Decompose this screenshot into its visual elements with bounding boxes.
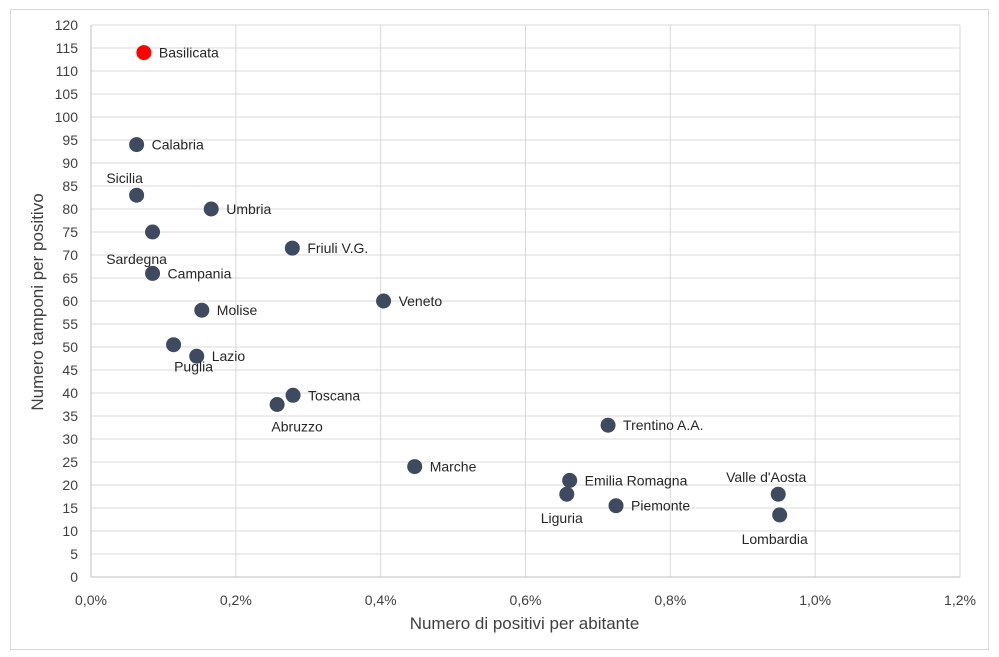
data-point (166, 337, 182, 353)
y-tick-label: 105 (55, 86, 79, 102)
y-tick-labels: 0 5 10 15 20 25 30 35 40 45 50 55 60 65 70 75 80 85 90 95 10… (55, 17, 79, 585)
data-point (770, 486, 786, 502)
data-point (376, 293, 392, 309)
point-label: Calabria (152, 137, 204, 153)
data-points (129, 45, 788, 523)
y-tick-label: 40 (62, 385, 78, 401)
y-tick-label: 70 (62, 247, 78, 263)
y-tick-label: 10 (62, 523, 78, 539)
data-point (129, 187, 145, 203)
y-tick-label: 100 (55, 109, 79, 125)
data-point (136, 45, 152, 61)
point-label: Marche (430, 459, 477, 475)
x-tick-label: 0,8% (654, 592, 686, 608)
y-tick-label: 5 (70, 546, 78, 562)
data-point (562, 472, 578, 488)
data-point (203, 201, 219, 217)
point-label: Puglia (174, 359, 213, 375)
y-tick-label: 65 (62, 270, 78, 286)
y-axis-title: Numero tamponi per positivo (28, 193, 47, 410)
point-label: Valle d'Aosta (726, 469, 806, 485)
point-label: Basilicata (159, 45, 219, 61)
data-point (194, 302, 210, 318)
data-point (189, 348, 205, 364)
y-tick-label: 50 (62, 339, 78, 355)
point-label: Sardegna (106, 251, 167, 267)
point-label: Toscana (308, 387, 360, 403)
point-label: Abruzzo (271, 419, 323, 435)
y-tick-label: 0 (70, 569, 78, 585)
y-tick-label: 110 (56, 63, 79, 79)
y-tick-label: 85 (62, 178, 78, 194)
x-tick-label: 0,4% (365, 592, 397, 608)
point-label: Molise (217, 302, 258, 318)
point-label: Liguria (541, 510, 583, 526)
data-point (772, 507, 788, 523)
point-label: Sicilia (106, 170, 143, 186)
x-tick-label: 0,0% (75, 592, 107, 608)
data-point (284, 240, 300, 256)
y-tick-label: 15 (62, 500, 78, 516)
y-tick-label: 80 (62, 201, 78, 217)
y-tick-label: 45 (62, 362, 78, 378)
data-point (285, 387, 301, 403)
data-point (269, 397, 285, 412)
point-label: Veneto (399, 293, 443, 309)
data-point (608, 498, 624, 514)
data-point (559, 486, 575, 502)
y-tick-label: 35 (62, 408, 78, 424)
grid-lines (91, 24, 961, 577)
y-tick-label: 60 (62, 293, 78, 309)
chart-frame (10, 9, 989, 650)
point-label: Emilia Romagna (585, 472, 688, 488)
point-label: Campania (168, 265, 232, 281)
y-tick-label: 75 (62, 224, 78, 240)
point-label: Piemonte (631, 498, 690, 514)
data-point (145, 224, 161, 240)
y-tick-label: 95 (62, 132, 78, 148)
point-label: Umbria (226, 201, 271, 217)
data-point (600, 417, 616, 433)
point-labels: Basilicata Calabria Sicilia Umbria Sardegna F… (106, 45, 808, 547)
x-tick-labels: 0,0% 0,2% 0,4% 0,6% 0,8% 1,0% 1,2% (75, 592, 976, 608)
y-tick-label: 115 (56, 40, 79, 56)
data-point (145, 265, 161, 281)
axes (90, 25, 960, 578)
x-tick-label: 0,2% (220, 592, 252, 608)
y-tick-label: 25 (62, 454, 78, 470)
data-point (129, 137, 145, 153)
x-tick-label: 1,2% (944, 592, 976, 608)
x-tick-label: 1,0% (799, 592, 831, 608)
x-axis-title: Numero di positivi per abitante (410, 614, 640, 633)
point-label: Trentino A.A. (623, 417, 703, 433)
y-tick-label: 20 (62, 477, 78, 493)
y-tick-label: 55 (62, 316, 78, 332)
point-label: Friuli V.G. (307, 240, 368, 256)
y-tick-label: 30 (62, 431, 78, 447)
data-point (407, 459, 423, 475)
y-tick-label: 120 (55, 17, 79, 33)
y-tick-label: 90 (62, 155, 78, 171)
point-label: Lombardia (742, 531, 808, 547)
x-tick-label: 0,6% (510, 592, 542, 608)
point-label: Lazio (212, 348, 246, 364)
